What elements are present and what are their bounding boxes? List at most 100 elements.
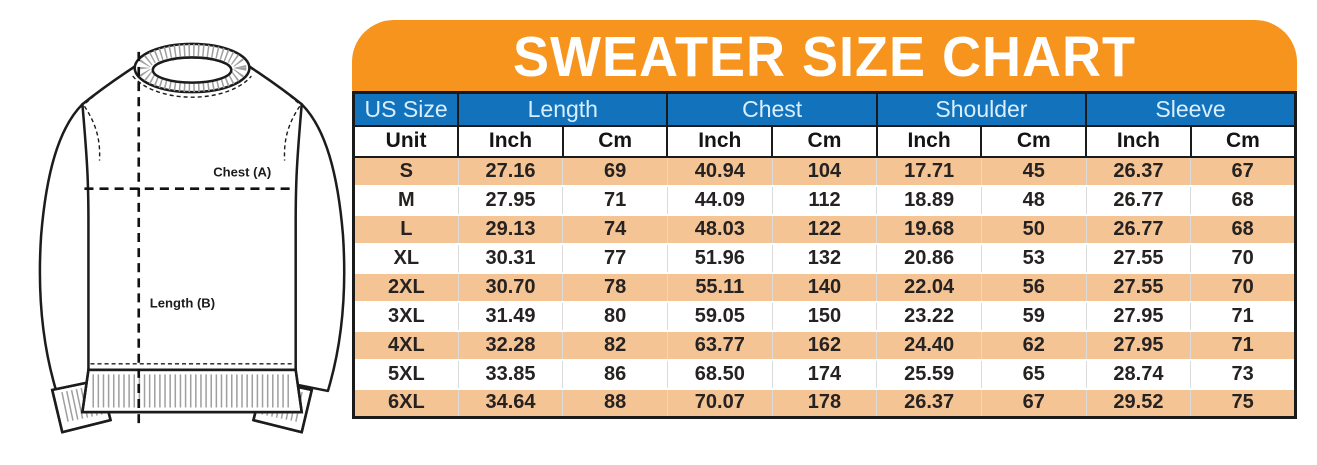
table-cell: 17.71 [876, 156, 982, 187]
table-cell: 140 [772, 272, 878, 303]
table-cell: 68 [1190, 185, 1296, 216]
size-table-head: US Size Length Chest Shoulder Sleeve Unit Inch… [352, 91, 1297, 158]
sweater-body [81, 60, 303, 372]
unit-cell-cm-2: Cm [561, 124, 669, 158]
table-cell: 23.22 [876, 301, 982, 332]
column-header-shoulder: Shoulder [875, 91, 1088, 127]
table-cell: 20.86 [876, 243, 982, 274]
sweater-drawing: Chest (A) Length (B) [38, 42, 346, 434]
unit-cell-inch-7: Inch [1085, 124, 1192, 158]
table-cell: 33.85 [458, 359, 564, 390]
size-label: 5XL [353, 359, 459, 390]
table-cell: 69 [562, 156, 668, 187]
table-cell: 48.03 [667, 214, 773, 245]
table-cell: 26.77 [1086, 214, 1192, 245]
table-cell: 31.49 [458, 301, 564, 332]
table-cell: 63.77 [667, 330, 773, 361]
chart-title: SWEATER SIZE CHART [513, 25, 1136, 89]
table-cell: 71 [1190, 301, 1296, 332]
unit-cell-cm-8: Cm [1189, 124, 1297, 158]
table-cell: 44.09 [667, 185, 773, 216]
table-cell: 77 [562, 243, 668, 274]
table-cell: 132 [772, 243, 878, 274]
table-cell: 30.31 [458, 243, 564, 274]
table-cell: 174 [772, 359, 878, 390]
left-cuff-outline [50, 378, 113, 434]
hem-outline [80, 368, 304, 414]
table-cell: 29.52 [1086, 388, 1192, 418]
unit-cell-cm-6: Cm [980, 124, 1088, 158]
table-cell: 62 [981, 330, 1087, 361]
size-row-6xl: 6XL 34.64 88 70.07 178 26.37 67 29.52 75 [353, 388, 1296, 418]
table-cell: 26.37 [1086, 156, 1192, 187]
table-cell: 32.28 [458, 330, 564, 361]
table-cell: 88 [562, 388, 668, 418]
table-cell: 73 [1190, 359, 1296, 390]
size-label: 3XL [353, 301, 459, 332]
table-cell: 86 [562, 359, 668, 390]
table-cell: 27.55 [1086, 243, 1192, 274]
table-cell: 162 [772, 330, 878, 361]
length-measure-label: Length (B) [150, 295, 215, 310]
table-cell: 28.74 [1086, 359, 1192, 390]
size-row-xl: XL 30.31 77 51.96 132 20.86 53 27.55 70 [353, 243, 1296, 274]
hem-band [80, 368, 304, 414]
table-cell: 55.11 [667, 272, 773, 303]
table-cell: 74 [562, 214, 668, 245]
table-cell: 67 [981, 388, 1087, 418]
table-cell: 34.64 [458, 388, 564, 418]
size-label: XL [353, 243, 459, 274]
table-cell: 68 [1190, 214, 1296, 245]
size-label: 2XL [353, 272, 459, 303]
table-cell: 75 [1190, 388, 1296, 418]
table-cell: 71 [1190, 330, 1296, 361]
table-cell: 22.04 [876, 272, 982, 303]
chart-banner: SWEATER SIZE CHART [352, 20, 1297, 93]
size-table-body: S 27.16 69 40.94 104 17.71 45 26.37 67 M 27.95 71 44… [353, 156, 1296, 418]
table-cell: 82 [562, 330, 668, 361]
unit-cell-inch-5: Inch [875, 124, 983, 158]
size-row-4xl: 4XL 32.28 82 63.77 162 24.40 62 27.95 71 [353, 330, 1296, 361]
size-row-5xl: 5XL 33.85 86 68.50 174 25.59 65 28.74 73 [353, 359, 1296, 390]
column-header-us-size: US Size [352, 91, 460, 127]
column-header-length: Length [457, 91, 669, 127]
unit-cell-inch-3: Inch [666, 124, 774, 158]
table-cell: 56 [981, 272, 1087, 303]
table-cell: 51.96 [667, 243, 773, 274]
table-cell: 53 [981, 243, 1087, 274]
table-cell: 19.68 [876, 214, 982, 245]
table-cell: 24.40 [876, 330, 982, 361]
size-row-m: M 27.95 71 44.09 112 18.89 48 26.77 68 [353, 185, 1296, 216]
table-cell: 40.94 [667, 156, 773, 187]
table-cell: 67 [1190, 156, 1296, 187]
table-cell: 78 [562, 272, 668, 303]
table-cell: 65 [981, 359, 1087, 390]
left-armhole-seam [83, 105, 101, 161]
size-label: 6XL [353, 388, 459, 418]
table-cell: 30.70 [458, 272, 564, 303]
unit-header: Unit [352, 124, 460, 158]
table-cell: 112 [772, 185, 878, 216]
column-header-chest: Chest [666, 91, 878, 127]
table-cell: 45 [981, 156, 1087, 187]
table-cell: 27.16 [458, 156, 564, 187]
table-cell: 70 [1190, 243, 1296, 274]
table-cell: 80 [562, 301, 668, 332]
table-cell: 26.77 [1086, 185, 1192, 216]
size-table: US Size Length Chest Shoulder Sleeve Unit Inch… [352, 91, 1297, 419]
table-cell: 68.50 [667, 359, 773, 390]
unit-cell-inch-1: Inch [457, 124, 564, 158]
chest-measure-label: Chest (A) [213, 165, 271, 180]
table-cell: 150 [772, 301, 878, 332]
table-cell: 70.07 [667, 388, 773, 418]
size-row-2xl: 2XL 30.70 78 55.11 140 22.04 56 27.55 70 [353, 272, 1296, 303]
neckline-seam [132, 75, 252, 98]
size-label: M [353, 185, 459, 216]
size-label: 4XL [353, 330, 459, 361]
table-cell: 18.89 [876, 185, 982, 216]
size-row-s: S 27.16 69 40.94 104 17.71 45 26.37 67 [353, 156, 1296, 187]
table-cell: 59.05 [667, 301, 773, 332]
column-header-sleeve: Sleeve [1085, 91, 1297, 127]
sweater-diagram: Chest (A) Length (B) [16, 10, 348, 456]
